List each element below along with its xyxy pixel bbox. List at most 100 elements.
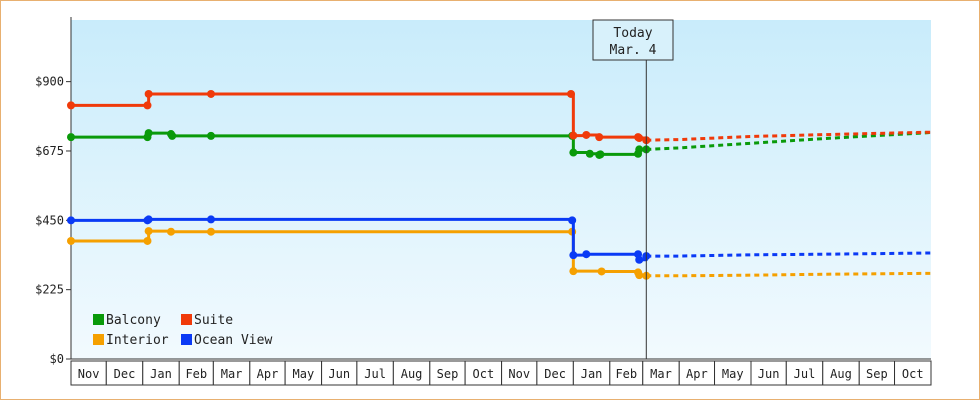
x-month-cell xyxy=(714,360,752,386)
balcony-data-point xyxy=(168,131,177,140)
balcony-legend-label: Balcony xyxy=(106,313,161,328)
x-month-cell xyxy=(894,360,932,386)
x-month-cell xyxy=(178,360,214,386)
x-axis: Nov Dec Jan Feb Mar Apr May Jun Jul Aug Sep Oct Nov D… xyxy=(70,360,932,386)
x-tick-label: Aug xyxy=(401,367,423,381)
suite-data-point xyxy=(635,134,644,143)
ocean-view-data-point xyxy=(67,216,75,225)
today-label-line1: Today xyxy=(613,26,652,41)
interior-data-point xyxy=(597,267,606,276)
ocean-view-data-point xyxy=(635,255,644,264)
x-month-cell xyxy=(142,360,180,386)
x-tick-label: Mar xyxy=(650,367,672,381)
interior-data-point xyxy=(144,227,153,236)
suite-data-point xyxy=(207,89,215,98)
suite-data-point xyxy=(144,89,153,98)
today-marker: Today Mar. 4 xyxy=(592,19,674,359)
interior-legend-label: Interior xyxy=(106,333,169,348)
x-month-cell xyxy=(858,360,896,386)
x-tick-label: Jan xyxy=(581,367,603,381)
x-tick-label: Jun xyxy=(328,367,350,381)
interior-data-point xyxy=(67,236,75,245)
suite-legend-label: Suite xyxy=(194,313,233,328)
x-tick-label: Apr xyxy=(257,367,279,381)
balcony-data-point xyxy=(569,148,578,157)
x-month-cell xyxy=(212,360,251,386)
interior-data-point xyxy=(569,267,578,276)
ocean-view-data-point xyxy=(144,215,153,224)
suite-data-point xyxy=(567,89,575,98)
balcony-legend-swatch xyxy=(93,314,104,325)
interior-data-point xyxy=(207,227,215,236)
x-tick-label: Dec xyxy=(544,367,566,381)
ocean-view-projection-line xyxy=(646,251,932,258)
x-tick-label: Mar xyxy=(221,367,243,381)
x-month-cell xyxy=(464,360,503,386)
x-tick-label: Jun xyxy=(758,367,780,381)
ocean-view-legend-swatch xyxy=(181,334,192,345)
x-month-cell xyxy=(105,360,144,386)
suite-data-point xyxy=(595,133,604,142)
x-tick-label: Nov xyxy=(78,367,100,381)
balcony-data-point xyxy=(67,133,75,142)
ocean-view-data-point xyxy=(582,250,591,259)
x-tick-label: May xyxy=(293,367,315,381)
x-month-cell xyxy=(572,360,611,386)
y-tick-label: $225 xyxy=(35,283,64,297)
y-tick-label: $900 xyxy=(35,75,64,89)
axes xyxy=(70,17,931,360)
x-tick-label: Jul xyxy=(364,367,386,381)
balcony-data-point xyxy=(144,129,153,138)
x-month-cell xyxy=(678,360,716,386)
plot-area xyxy=(71,20,931,359)
ocean-view-legend-label: Ocean View xyxy=(194,333,272,348)
x-tick-label: Sep xyxy=(437,367,459,381)
series-layer xyxy=(67,89,932,280)
suite-data-point xyxy=(582,130,591,139)
interior-data-point xyxy=(635,271,644,280)
x-tick-label: Dec xyxy=(114,367,136,381)
today-label-box xyxy=(592,19,674,61)
ocean-view-data-point xyxy=(568,216,577,225)
y-tick-label: $450 xyxy=(35,213,64,227)
x-tick-label: Oct xyxy=(473,367,495,381)
suite-data-point xyxy=(569,131,578,140)
y-axis: $0 $225 $450 $675 $900 xyxy=(35,75,71,366)
x-tick-label: Feb xyxy=(615,367,637,381)
x-tick-label: Apr xyxy=(686,367,708,381)
x-tick-label: Jan xyxy=(150,367,172,381)
x-tick-label: Jul xyxy=(794,367,816,381)
ocean-view-data-point xyxy=(207,215,215,224)
interior-projection-line xyxy=(646,271,932,278)
suite-projection-line xyxy=(646,130,932,142)
x-month-cell xyxy=(785,360,824,386)
x-month-cell xyxy=(70,360,107,386)
interior-data-point xyxy=(167,227,175,236)
y-tick-label: $0 xyxy=(50,352,64,366)
interior-legend-swatch xyxy=(93,334,104,345)
suite-data-point xyxy=(67,101,75,110)
x-month-cell xyxy=(750,360,787,386)
today-label-line2: Mar. 4 xyxy=(610,43,657,58)
x-tick-label: Feb xyxy=(185,367,207,381)
suite-data-point xyxy=(143,101,152,110)
balcony-data-point xyxy=(596,150,605,159)
suite-legend-swatch xyxy=(181,314,192,325)
x-tick-label: May xyxy=(722,367,744,381)
x-month-cell xyxy=(501,360,538,386)
y-tick-label: $675 xyxy=(35,144,64,158)
x-month-cell xyxy=(822,360,860,386)
x-month-cell xyxy=(609,360,644,386)
x-month-cell xyxy=(321,360,358,386)
x-month-cell xyxy=(392,360,431,386)
x-tick-label: Aug xyxy=(830,367,852,381)
ocean-view-data-point xyxy=(569,251,578,260)
legend: Balcony Suite Interior Ocean View xyxy=(93,313,272,348)
balcony-projection-line xyxy=(646,130,932,151)
balcony-data-point xyxy=(207,131,215,140)
interior-data-point xyxy=(143,236,152,245)
x-tick-label: Nov xyxy=(508,367,530,381)
balcony-data-point xyxy=(635,145,644,154)
x-tick-label: Sep xyxy=(866,367,888,381)
